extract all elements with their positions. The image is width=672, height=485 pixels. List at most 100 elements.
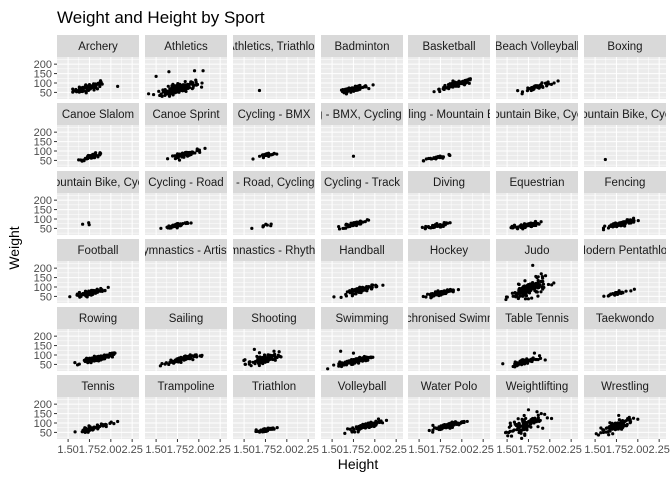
data-point: [516, 282, 521, 286]
data-point: [269, 222, 273, 226]
facet-strip: [408, 35, 490, 57]
facet-label: Modern Pentathlon: [576, 245, 672, 257]
data-point: [452, 422, 456, 427]
y-tick-label: 200: [34, 331, 52, 343]
facet-label: Judo: [525, 245, 550, 257]
data-point: [525, 88, 530, 93]
data-point: [453, 83, 457, 87]
data-point: [374, 283, 378, 287]
data-point: [77, 290, 82, 295]
x-tick-label: 1.75: [79, 444, 100, 456]
x-axis: 1.50 1.75 2.00 2.25 1.50 1.75 2.00 2.25 1.50 1.75…: [57, 439, 670, 456]
data-point: [552, 281, 556, 285]
data-point: [273, 358, 277, 362]
data-point: [157, 89, 161, 93]
data-point: [631, 416, 636, 420]
data-point: [456, 81, 461, 85]
data-point: [516, 296, 521, 300]
y-tick-label: 150: [34, 69, 52, 81]
data-point: [445, 423, 449, 427]
facet-strip: [321, 239, 403, 261]
facet-label: Trampoline: [157, 381, 214, 393]
data-point: [81, 222, 85, 226]
data-point: [535, 275, 539, 280]
data-point: [363, 288, 367, 292]
data-point: [356, 426, 360, 430]
data-point: [352, 427, 356, 431]
data-point: [426, 225, 430, 229]
data-point: [98, 83, 102, 87]
data-point: [542, 285, 546, 290]
data-point: [371, 83, 375, 87]
facet-panel: Diving: [408, 171, 490, 235]
data-point: [99, 288, 104, 292]
data-point: [535, 283, 539, 287]
data-point: [116, 419, 120, 424]
facet-panel: Cycling - Track: [321, 171, 403, 235]
data-point: [116, 84, 120, 88]
data-point: [504, 297, 508, 302]
data-point: [546, 282, 551, 287]
data-point: [451, 80, 455, 85]
data-point: [601, 228, 606, 232]
data-point: [181, 221, 185, 226]
data-point: [85, 430, 89, 434]
data-point: [189, 221, 193, 225]
data-point: [268, 356, 272, 361]
data-point: [467, 81, 471, 85]
data-point: [343, 361, 347, 365]
y-tick-label: 50: [40, 155, 52, 167]
data-point: [536, 278, 540, 283]
data-point: [184, 221, 188, 225]
data-point: [358, 86, 362, 90]
data-point: [437, 155, 442, 159]
facet-strip: [408, 239, 490, 261]
data-point: [356, 361, 361, 365]
data-point: [190, 87, 194, 91]
data-point: [609, 223, 613, 227]
data-point: [365, 423, 370, 428]
x-tick-label: 1.50: [496, 444, 517, 456]
data-point: [549, 416, 554, 421]
data-point: [506, 434, 510, 438]
data-point: [617, 413, 621, 418]
data-point: [462, 82, 466, 86]
data-point: [257, 154, 262, 158]
data-point: [420, 225, 424, 229]
data-point: [379, 419, 383, 424]
data-point: [344, 294, 348, 298]
facet-label: Sailing: [169, 313, 204, 325]
data-point: [628, 218, 633, 222]
data-point: [510, 224, 514, 228]
data-point: [178, 223, 182, 227]
data-point: [449, 423, 453, 428]
y-tick-label: 100: [34, 282, 52, 294]
x-tick-label: 2.00: [627, 444, 648, 456]
facet-panel: Basketball: [408, 35, 490, 99]
facet-strip: [584, 375, 666, 397]
facet-strip: [233, 103, 315, 125]
data-point: [199, 85, 204, 89]
data-point: [537, 222, 541, 226]
data-point: [82, 429, 86, 433]
data-point: [507, 430, 511, 435]
data-point: [549, 82, 554, 86]
facet-panel: Judo: [496, 239, 578, 303]
data-point: [421, 294, 425, 299]
data-point: [517, 421, 521, 425]
facet-panel: Handball: [321, 239, 403, 303]
data-point: [260, 153, 264, 157]
data-point: [523, 425, 527, 429]
data-point: [603, 157, 607, 162]
data-point: [346, 87, 350, 92]
data-point: [86, 359, 90, 363]
data-point: [523, 432, 527, 436]
data-point: [73, 361, 77, 365]
data-point: [101, 423, 105, 427]
data-point: [110, 355, 114, 359]
data-point: [346, 427, 350, 431]
data-point: [175, 226, 179, 230]
data-point: [200, 81, 204, 85]
data-point: [617, 418, 621, 422]
data-point: [256, 359, 260, 363]
